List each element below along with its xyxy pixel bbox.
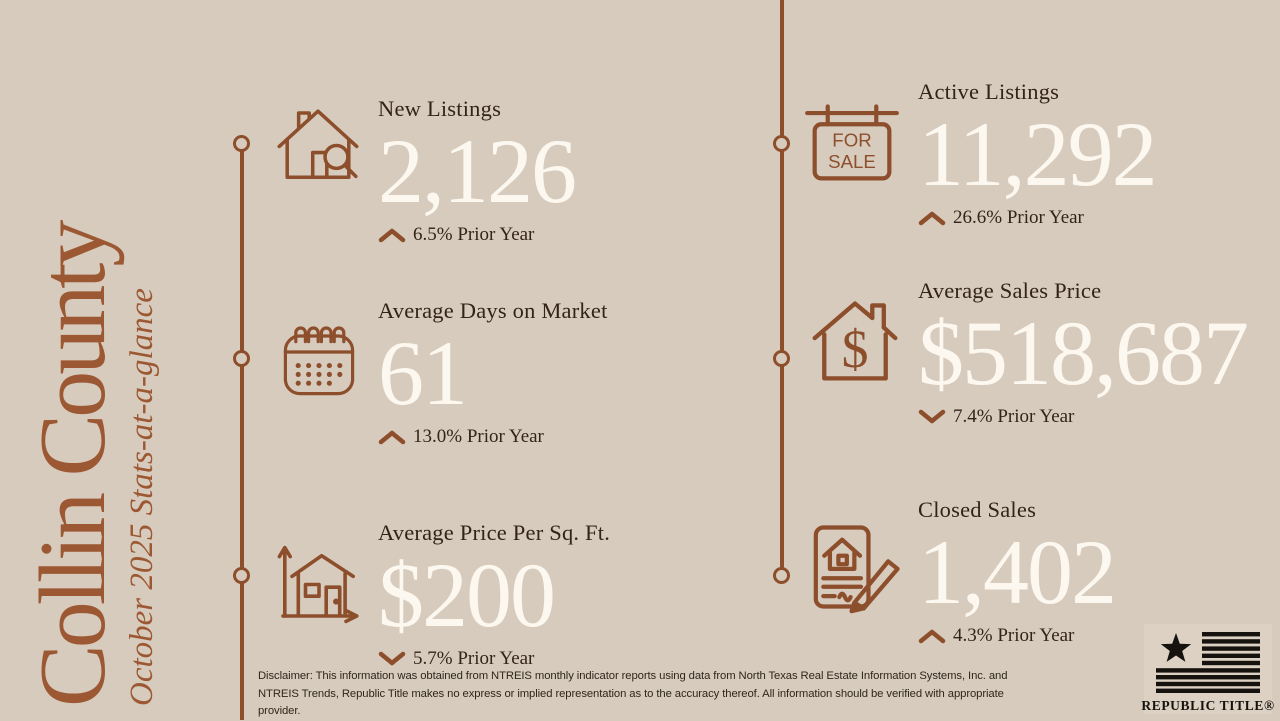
timeline-node: [773, 567, 790, 584]
trend-down-icon: [918, 409, 946, 425]
timeline-node: [233, 349, 250, 367]
house-search-icon: [274, 98, 362, 186]
stat-change: 6.5% Prior Year: [413, 224, 535, 246]
stat-label: Active Listings: [918, 79, 1060, 104]
stat-label: Closed Sales: [918, 497, 1037, 522]
stat-average-sales-price: Average Sales Price $518,687 7.4% Prior …: [918, 278, 1249, 428]
for-sale-sign-text-line1: FOR: [832, 130, 871, 151]
stat-label: Average Price Per Sq. Ft.: [378, 520, 611, 545]
stat-value: $518,687: [918, 302, 1249, 404]
stat-value: 1,402: [918, 521, 1117, 623]
stat-change: 5.7% Prior Year: [413, 648, 535, 670]
stat-value: 2,126: [378, 120, 577, 222]
stat-closed-sales: Closed Sales 1,402 4.3% Prior Year: [918, 497, 1117, 647]
stat-change: 26.6% Prior Year: [953, 207, 1084, 229]
stat-change: 4.3% Prior Year: [953, 625, 1075, 647]
timeline-node: [773, 134, 790, 152]
stat-label: New Listings: [378, 96, 502, 121]
stat-average-price-per-sqft: Average Price Per Sq. Ft. $200 5.7% Prio…: [378, 520, 610, 670]
for-sale-sign-text-line2: SALE: [828, 151, 876, 172]
house-dollar-icon: $: [806, 292, 904, 388]
trend-up-icon: [378, 227, 406, 243]
logo-wordmark: REPUBLIC TITLE®: [1141, 698, 1275, 713]
timeline-left-line: [240, 143, 244, 720]
calendar-icon: [279, 320, 359, 400]
timeline-node: [233, 134, 250, 152]
timeline-node: [773, 349, 790, 367]
trend-up-icon: [378, 429, 406, 445]
disclaimer-text: Disclaimer: This information was obtaine…: [258, 670, 1008, 717]
stat-value: $200: [378, 544, 556, 646]
trend-up-icon: [918, 210, 946, 226]
timeline-node: [233, 567, 250, 584]
flag-icon: [1156, 632, 1260, 693]
page-subtitle: October 2025 Stats-at-a-glance: [124, 288, 160, 706]
stat-value: 61: [378, 322, 468, 424]
stat-value: 11,292: [918, 103, 1158, 205]
stat-active-listings: Active Listings 11,292 26.6% Prior Year: [918, 79, 1158, 229]
house-growth-icon: [272, 535, 366, 625]
dollar-sign-glyph: $: [842, 319, 869, 379]
trend-up-icon: [918, 628, 946, 644]
stat-change: 13.0% Prior Year: [413, 426, 544, 448]
stat-new-listings: New Listings 2,126 6.5% Prior Year: [378, 96, 577, 246]
stat-label: Average Days on Market: [378, 298, 608, 323]
trend-down-icon: [378, 651, 406, 667]
for-sale-sign-icon: FOR SALE: [804, 100, 900, 184]
stat-average-days-on-market: Average Days on Market 61 13.0% Prior Ye…: [378, 298, 608, 448]
stat-change: 7.4% Prior Year: [953, 406, 1075, 428]
timeline-right-line: [780, 0, 784, 577]
stat-label: Average Sales Price: [918, 278, 1102, 303]
republic-title-logo: REPUBLIC TITLE®: [1141, 624, 1275, 714]
page-title: Collin County: [21, 223, 125, 707]
contract-signing-icon: [804, 520, 916, 614]
